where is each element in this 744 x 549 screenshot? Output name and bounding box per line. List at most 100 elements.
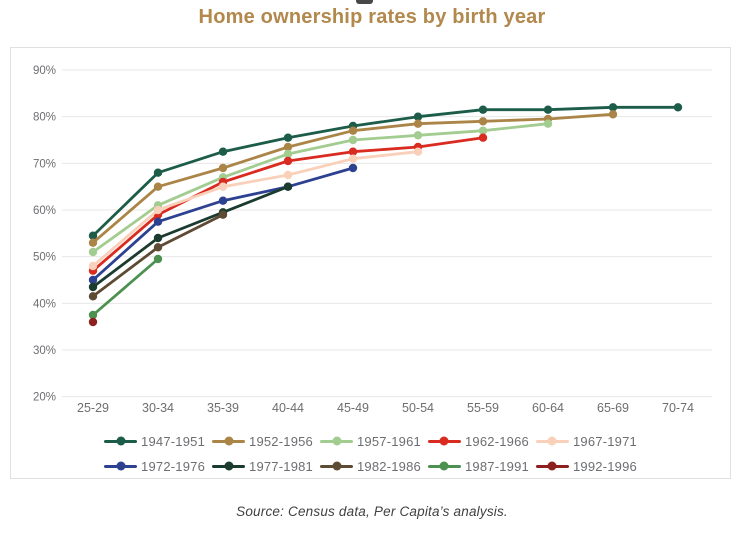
legend-item-1962-1966: 1962-1966	[427, 433, 529, 449]
legend-line-marker	[320, 436, 353, 446]
data-point-1992-1996	[88, 317, 98, 327]
legend-line-marker	[535, 461, 569, 471]
legend-label: 1952-1956	[249, 433, 313, 449]
legend-label: 1977-1981	[249, 458, 313, 474]
data-point-1952-1956	[348, 126, 358, 135]
data-point-1962-1966	[283, 156, 293, 166]
legend-line-marker	[427, 461, 461, 471]
data-point-1957-1961	[348, 135, 358, 145]
legend-line-marker	[427, 436, 461, 446]
series-line-1987-1991	[91, 257, 160, 317]
data-point-1987-1991	[88, 310, 98, 320]
data-point-1967-1971	[218, 182, 228, 191]
data-point-1967-1971	[283, 170, 293, 180]
x-tick-label: 70-74	[662, 401, 694, 415]
data-point-1957-1961	[283, 149, 293, 159]
legend-item-1992-1996: 1992-1996	[535, 458, 637, 474]
series-line-1957-1961	[91, 122, 550, 254]
data-point-1947-1951	[543, 105, 553, 114]
data-point-1972-1976	[88, 275, 98, 285]
data-point-1952-1956	[478, 117, 488, 126]
x-tick-label: 50-54	[402, 401, 434, 415]
data-point-1967-1971	[88, 261, 98, 271]
legend-label: 1972-1976	[141, 458, 206, 474]
legend-dot-marker	[439, 461, 449, 471]
data-point-1967-1971	[153, 205, 163, 215]
y-tick-label: 70%	[33, 158, 56, 170]
x-tick-label: 35-39	[207, 401, 239, 415]
legend-label: 1992-1996	[572, 458, 637, 474]
data-point-1947-1951	[413, 112, 423, 121]
legend-line-marker	[212, 461, 246, 471]
data-point-1952-1956	[218, 163, 228, 173]
legend-item-1947-1951: 1947-1951	[104, 434, 205, 449]
y-tick-label: 30%	[33, 345, 56, 357]
series-line-1947-1951	[91, 105, 680, 238]
data-point-1982-1986	[153, 243, 163, 252]
legend-item-1982-1986: 1982-1986	[320, 459, 421, 474]
series-line-1967-1971	[91, 150, 420, 268]
chart-legend: 1947-1951 1952-1956 1957-1961 1962-1966 1967…	[11, 429, 730, 478]
data-point-1967-1971	[413, 147, 423, 156]
y-tick-label: 90%	[33, 65, 56, 77]
legend-dot-marker	[224, 436, 234, 446]
x-tick-label: 30-34	[142, 401, 174, 415]
data-point-1947-1951	[88, 231, 98, 240]
data-point-1972-1976	[348, 163, 358, 173]
legend-label: 1967-1971	[572, 433, 637, 449]
data-point-1952-1956	[608, 110, 618, 119]
legend-row-2: 1972-1976 1977-1981 1982-1986 1987-1991 1992…	[11, 454, 730, 478]
x-tick-label: 25-29	[77, 401, 109, 415]
chart-title: Home ownership rates by birth year	[198, 6, 546, 28]
legend-label: 1962-1966	[464, 433, 529, 449]
data-point-1977-1981	[88, 282, 98, 292]
legend-dot-marker	[116, 461, 126, 471]
legend-dot-marker	[332, 461, 341, 471]
data-point-1962-1966	[478, 133, 488, 142]
data-point-1957-1961	[543, 119, 553, 128]
source-caption: Source: Census data, Per Capita’s analys…	[236, 504, 508, 519]
y-tick-label: 80%	[33, 112, 56, 124]
x-tick-label: 40-44	[272, 401, 304, 415]
data-point-1947-1951	[608, 103, 618, 112]
y-tick-label: 40%	[33, 298, 56, 310]
y-tick-label: 50%	[33, 252, 56, 264]
legend-item-1952-1956: 1952-1956	[212, 434, 313, 449]
legend-line-marker	[104, 461, 138, 471]
data-point-1957-1961	[88, 247, 98, 257]
ownership-line-chart: 90% 80% 70% 60% 50% 40% 30% 20% 25-29 30-34 35-39 4…	[33, 65, 712, 415]
data-point-1947-1951	[153, 168, 163, 177]
y-tick-label: 60%	[33, 205, 56, 217]
data-point-1952-1956	[88, 238, 98, 247]
legend-label: 1987-1991	[464, 458, 529, 474]
data-point-1947-1951	[478, 105, 488, 114]
data-point-1957-1961	[413, 131, 423, 140]
y-tick-label: 20%	[33, 392, 56, 404]
data-point-1952-1956	[413, 119, 423, 128]
legend-line-marker	[212, 436, 246, 446]
legend-row-1: 1947-1951 1952-1956 1957-1961 1962-1966 1967…	[11, 429, 730, 453]
cropped-logo-mark	[356, 0, 373, 4]
legend-dot-marker	[547, 436, 557, 446]
data-point-1947-1951	[673, 103, 683, 112]
legend-label: 1947-1951	[141, 433, 206, 449]
legend-dot-marker	[332, 436, 341, 446]
data-point-1972-1976	[153, 217, 163, 226]
data-point-1957-1961	[478, 126, 488, 135]
legend-item-1967-1971: 1967-1971	[535, 433, 637, 449]
data-point-1982-1986	[218, 210, 228, 219]
data-point-1977-1981	[153, 233, 163, 243]
legend-line-marker	[535, 436, 569, 446]
data-point-1952-1956	[153, 182, 163, 191]
legend-item-1987-1991: 1987-1991	[427, 458, 529, 474]
series-line-1977-1981	[91, 185, 290, 289]
data-point-1982-1986	[88, 292, 98, 301]
data-point-1947-1951	[283, 133, 293, 142]
x-tick-label: 65-69	[597, 401, 629, 415]
legend-line-marker	[320, 461, 353, 471]
data-point-1967-1971	[348, 154, 358, 163]
legend-item-1957-1961: 1957-1961	[320, 434, 421, 449]
legend-dot-marker	[439, 436, 449, 446]
x-tick-label: 45-49	[337, 401, 369, 415]
data-point-1962-1966	[348, 147, 358, 156]
